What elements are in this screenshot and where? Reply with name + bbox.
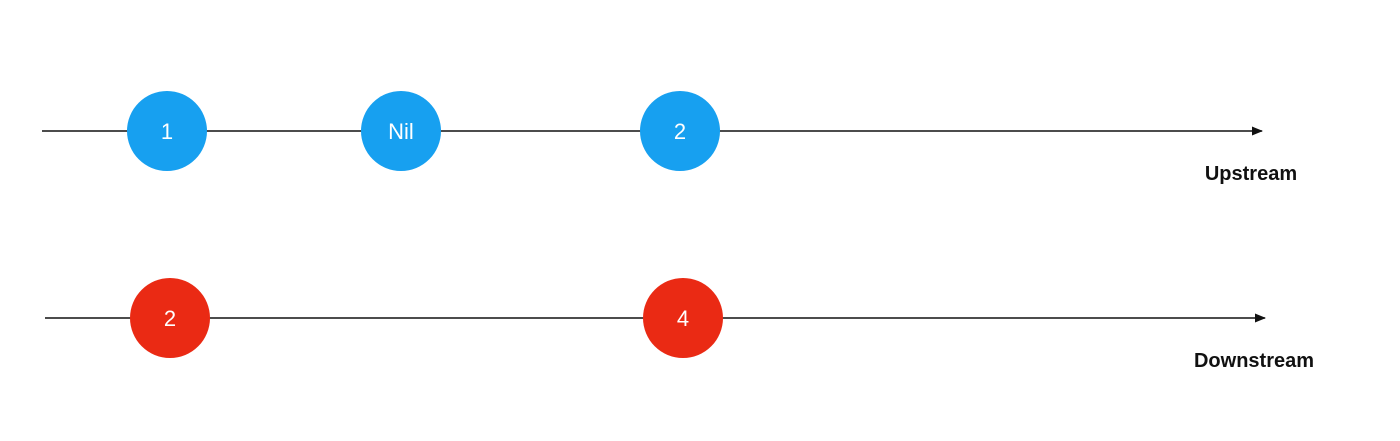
upstream-marble-label: 1 <box>161 119 173 144</box>
upstream-marble-2: Nil <box>361 91 441 171</box>
upstream-timeline: 1 Nil 2 Upstream <box>42 91 1297 185</box>
upstream-marble-3: 2 <box>640 91 720 171</box>
downstream-timeline: 2 4 Downstream <box>45 278 1314 372</box>
upstream-marble-circle <box>127 91 207 171</box>
upstream-marble-circle <box>361 91 441 171</box>
downstream-marble-circle <box>130 278 210 358</box>
downstream-marble-1: 2 <box>130 278 210 358</box>
upstream-marble-circle <box>640 91 720 171</box>
downstream-marble-2: 4 <box>643 278 723 358</box>
upstream-marble-1: 1 <box>127 91 207 171</box>
downstream-marble-label: 4 <box>677 306 689 331</box>
downstream-marble-circle <box>643 278 723 358</box>
upstream-label: Upstream <box>1205 163 1297 185</box>
upstream-marble-label: Nil <box>388 119 414 144</box>
upstream-marble-label: 2 <box>674 119 686 144</box>
downstream-label: Downstream <box>1194 350 1314 372</box>
downstream-marble-label: 2 <box>164 306 176 331</box>
